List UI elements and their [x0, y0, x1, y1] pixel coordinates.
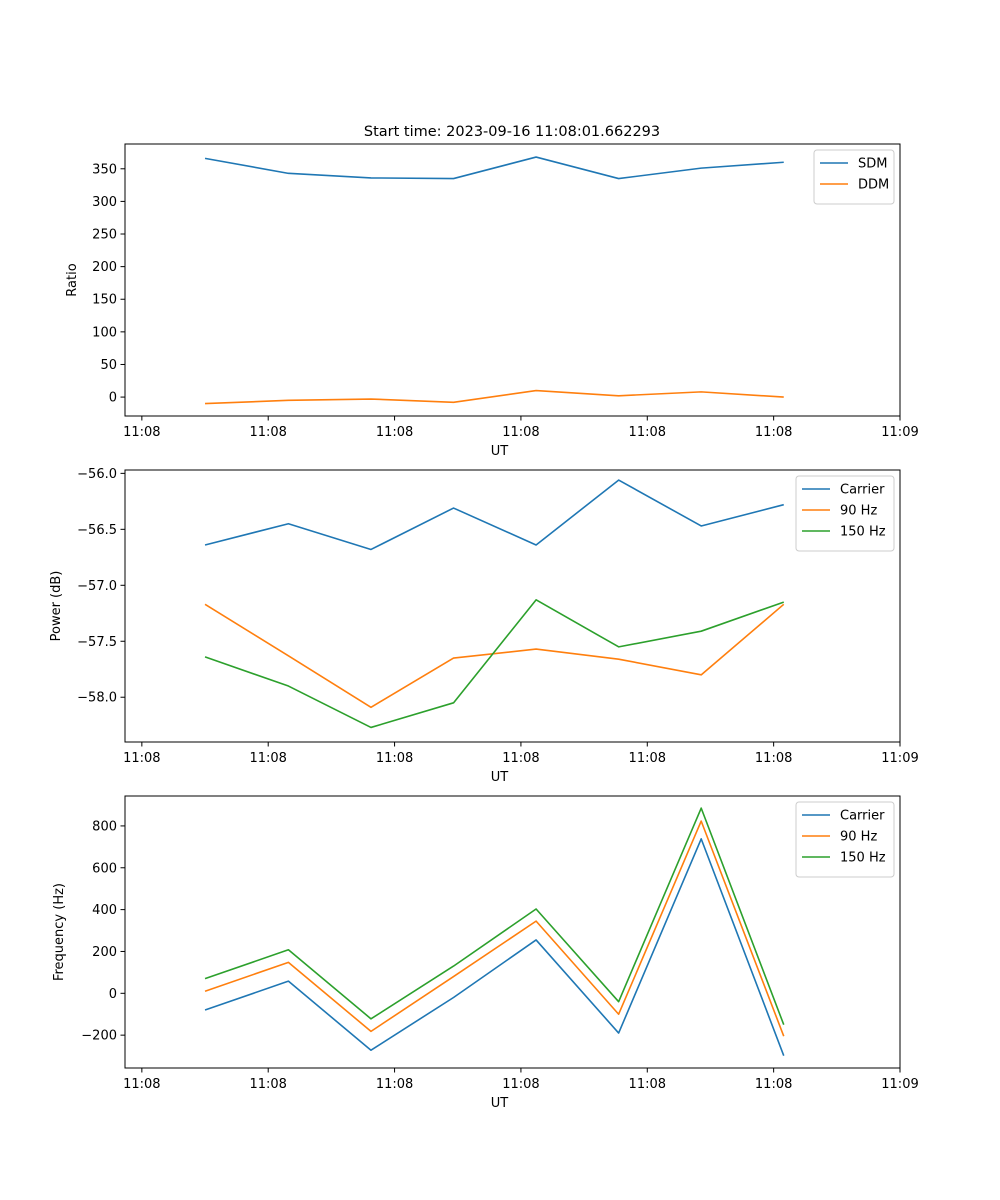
y-tick-label: 600 — [92, 861, 117, 876]
x-tick-label: 11:08 — [376, 751, 413, 766]
legend-label: SDM — [858, 157, 887, 172]
x-axis-label: UT — [491, 1096, 509, 1111]
series-line-90-hz — [204, 603, 785, 709]
y-tick-label: 0 — [109, 391, 117, 406]
y-tick-label: 100 — [92, 325, 117, 340]
x-tick-label: 11:08 — [376, 425, 413, 440]
panels: 11:08 11:08 11:08 11:08 11:08 11:08 11:09 0 50 10… — [49, 143, 919, 1111]
series-line-90-hz — [204, 820, 785, 1037]
x-tick-label: 11:09 — [881, 425, 918, 440]
y-tick-label: 250 — [92, 228, 117, 243]
legend-frame — [795, 801, 895, 878]
y-tick-label: 400 — [92, 903, 117, 918]
y-tick-label: −57.5 — [77, 635, 117, 650]
legend-label: Carrier — [840, 483, 885, 498]
x-tick-label: 11:08 — [629, 751, 666, 766]
y-axis-label: Ratio — [65, 263, 80, 296]
chart-panel-1: 11:08 11:08 11:08 11:08 11:08 11:08 11:09 0 50 10… — [65, 143, 919, 459]
y-tick-label: 800 — [92, 819, 117, 834]
legend-label: 90 Hz — [840, 504, 877, 519]
series-line-150-hz — [204, 599, 785, 729]
chart-panel-3: 11:08 11:08 11:08 11:08 11:08 11:08 11:09 −200 0… — [52, 795, 919, 1111]
series-line-150-hz — [204, 807, 785, 1025]
y-axis-label: Frequency (Hz) — [52, 883, 67, 981]
legend: Carrier 90 Hz 150 Hz — [795, 475, 895, 552]
x-tick-label: 11:08 — [755, 425, 792, 440]
x-axis-label: UT — [491, 444, 509, 459]
series-line-carrier — [204, 838, 785, 1056]
legend-label: 150 Hz — [840, 851, 886, 866]
legend: SDM DDM — [813, 149, 895, 205]
axes-frame — [124, 795, 901, 1069]
legend: Carrier 90 Hz 150 Hz — [795, 801, 895, 878]
x-tick-label: 11:09 — [881, 751, 918, 766]
x-tick-label: 11:08 — [502, 1077, 539, 1092]
x-tick-label: 11:08 — [755, 1077, 792, 1092]
axes-frame — [124, 143, 901, 417]
legend-label: 150 Hz — [840, 525, 886, 540]
x-tick-label: 11:08 — [249, 1077, 286, 1092]
x-tick-label: 11:08 — [123, 425, 160, 440]
y-tick-label: −200 — [81, 1029, 117, 1044]
legend-label: DDM — [858, 178, 889, 193]
y-tick-label: −58.0 — [77, 691, 117, 706]
x-tick-label: 11:08 — [502, 425, 539, 440]
y-tick-label: 50 — [100, 358, 117, 373]
x-tick-label: 11:08 — [502, 751, 539, 766]
legend-label: 90 Hz — [840, 830, 877, 845]
y-tick-label: 150 — [92, 293, 117, 308]
x-tick-label: 11:08 — [755, 751, 792, 766]
x-tick-label: 11:09 — [881, 1077, 918, 1092]
y-tick-label: 200 — [92, 260, 117, 275]
y-tick-label: 0 — [109, 987, 117, 1002]
x-tick-label: 11:08 — [376, 1077, 413, 1092]
y-tick-label: 200 — [92, 945, 117, 960]
series-line-carrier — [204, 479, 784, 551]
x-tick-label: 11:08 — [123, 751, 160, 766]
legend-frame — [795, 475, 895, 552]
y-tick-label: 350 — [92, 162, 117, 177]
x-tick-label: 11:08 — [249, 425, 286, 440]
chart-panel-2: 11:08 11:08 11:08 11:08 11:08 11:08 11:09 −58.0… — [49, 467, 919, 785]
x-tick-label: 11:08 — [123, 1077, 160, 1092]
y-tick-label: −56.0 — [77, 467, 117, 482]
x-tick-label: 11:08 — [249, 751, 286, 766]
series-line-sdm — [204, 156, 784, 180]
legend-label: Carrier — [840, 809, 885, 824]
x-tick-label: 11:08 — [629, 1077, 666, 1092]
figure-title: Start time: 2023-09-16 11:08:01.662293 — [364, 124, 660, 140]
y-tick-label: −57.0 — [77, 579, 117, 594]
series-line-ddm — [204, 389, 784, 405]
axes-frame — [124, 469, 901, 743]
y-tick-label: −56.5 — [77, 523, 117, 538]
x-axis-label: UT — [491, 770, 509, 785]
y-tick-label: 300 — [92, 195, 117, 210]
y-axis-label: Power (dB) — [49, 571, 64, 642]
x-tick-label: 11:08 — [629, 425, 666, 440]
